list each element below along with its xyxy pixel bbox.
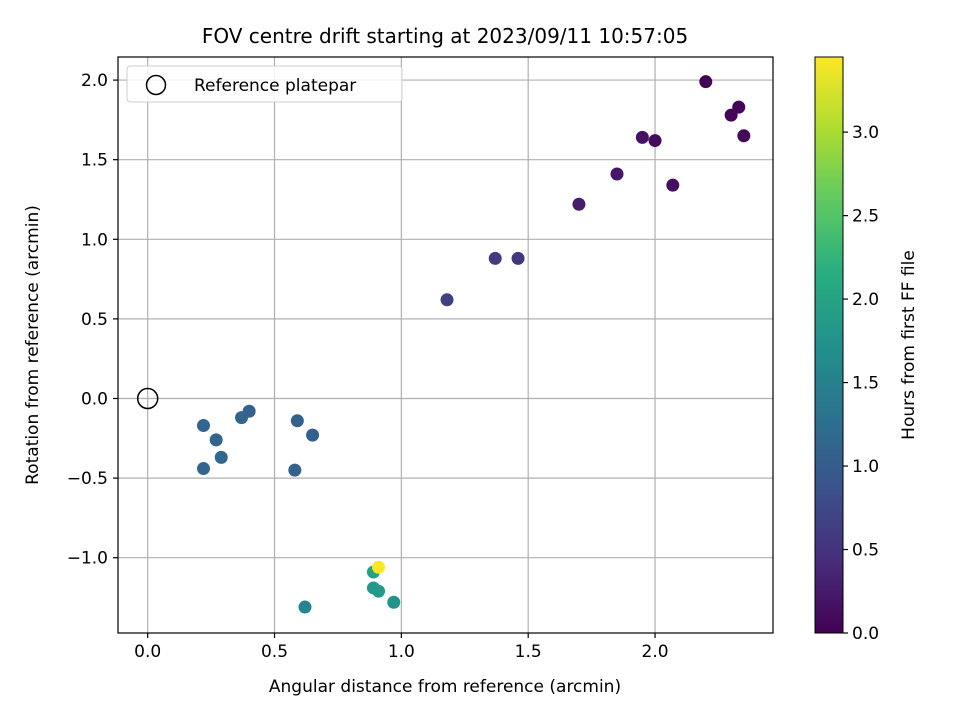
data-point — [372, 584, 386, 598]
data-point — [699, 75, 713, 89]
data-point — [288, 463, 302, 477]
y-tick-label: 1.0 — [81, 230, 108, 250]
data-point — [306, 428, 320, 442]
y-tick-label: −0.5 — [67, 469, 108, 489]
x-tick-label: 1.5 — [515, 642, 542, 662]
data-point — [635, 130, 649, 144]
colorbar-ticks: 0.0 0.5 1.0 1.5 2.0 2.5 3.0 — [843, 123, 879, 644]
data-point — [196, 419, 210, 433]
data-point — [235, 411, 249, 425]
plot-area: 0.0 0.5 1.0 1.5 2.0 −1.0 −0.5 0.0 0.5 1.0 1.5 2.0 — [67, 56, 774, 662]
data-point — [387, 595, 401, 609]
data-point — [511, 251, 525, 265]
reference-platepar-marker — [136, 387, 159, 410]
colorbar-gradient — [814, 56, 844, 634]
colorbar-label: Hours from first FF file — [899, 250, 919, 440]
data-point — [488, 251, 502, 265]
y-tick-label: 2.0 — [81, 71, 108, 91]
data-point — [298, 600, 312, 614]
data-point — [290, 414, 304, 428]
colorbar: 0.0 0.5 1.0 1.5 2.0 2.5 3.0 Hours from first F… — [814, 56, 919, 644]
colorbar-tick-label: 3.0 — [852, 123, 879, 143]
data-point — [572, 197, 586, 211]
data-point — [214, 450, 228, 464]
x-axis-label: Angular distance from reference (arcmin) — [269, 677, 621, 697]
x-tick-label: 1.0 — [388, 642, 415, 662]
data-point — [209, 433, 223, 447]
y-tick-label: −1.0 — [67, 549, 108, 569]
chart-title: FOV centre drift starting at 2023/09/11 … — [202, 24, 688, 48]
data-point — [666, 178, 680, 192]
axes-frame — [117, 56, 774, 634]
x-tick-label: 2.0 — [642, 642, 669, 662]
legend-marker-reference — [145, 74, 167, 96]
colorbar-tick-label: 2.5 — [852, 207, 879, 227]
legend-box — [126, 65, 403, 103]
colorbar-tick-label: 1.5 — [852, 374, 879, 394]
y-axis-label: Rotation from reference (arcmin) — [23, 205, 43, 485]
legend-label-reference: Reference platepar — [194, 76, 356, 96]
data-point — [196, 462, 210, 476]
data-point — [737, 129, 751, 143]
y-tick-label: 0.0 — [81, 389, 108, 409]
y-tick-label: 1.5 — [81, 151, 108, 171]
data-point — [440, 293, 454, 307]
data-point — [372, 560, 386, 574]
colorbar-tick-label: 1.0 — [852, 457, 879, 477]
data-point — [724, 108, 738, 122]
y-tick-label: 0.5 — [81, 310, 108, 330]
data-point — [610, 167, 624, 181]
data-point — [648, 134, 662, 148]
colorbar-tick-label: 0.0 — [852, 624, 879, 644]
legend: Reference platepar — [126, 65, 403, 103]
x-tick-label: 0.0 — [134, 642, 161, 662]
x-tick-label: 0.5 — [261, 642, 288, 662]
colorbar-tick-label: 0.5 — [852, 541, 879, 561]
colorbar-tick-label: 2.0 — [852, 290, 879, 310]
